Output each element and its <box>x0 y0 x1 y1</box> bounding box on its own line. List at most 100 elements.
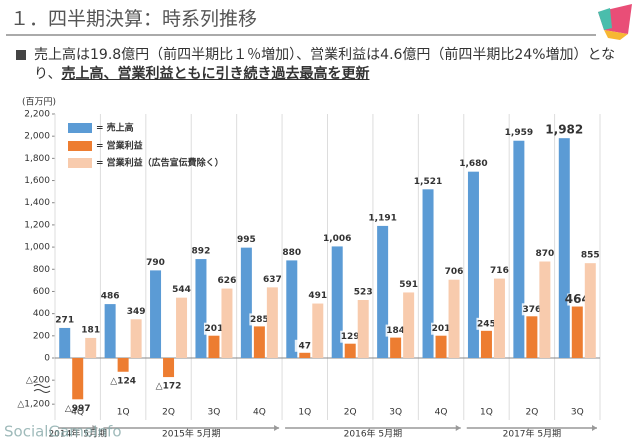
x-tick-label: 3Q <box>208 408 221 418</box>
bar <box>584 263 596 358</box>
bar <box>403 292 415 358</box>
x-tick-label: 1Q <box>117 408 130 418</box>
value-label: 855 <box>581 251 600 261</box>
value-label: 892 <box>192 247 211 257</box>
bar <box>539 261 551 358</box>
bar <box>448 279 460 358</box>
value-label: 626 <box>218 276 237 286</box>
x-tick-label: 1Q <box>298 408 311 418</box>
bar <box>331 246 343 358</box>
value-label: 47 <box>299 341 312 351</box>
bar <box>240 247 252 358</box>
bar <box>467 171 479 358</box>
legend-swatch <box>68 123 92 133</box>
bar <box>480 330 492 358</box>
value-label: 706 <box>445 267 464 277</box>
legend-label: = 営業利益 <box>96 140 143 152</box>
bar <box>357 299 369 358</box>
bar <box>117 358 129 372</box>
label-bg <box>340 330 361 343</box>
bar <box>571 306 583 358</box>
value-label: 464 <box>565 292 590 306</box>
value-label: 181 <box>81 325 100 335</box>
period-arrowhead <box>274 425 280 431</box>
bar <box>526 316 538 358</box>
bullet: 売上高は19.8億円（前四半期比１％増加）、営業利益は4.6億円（前四半期比24… <box>16 46 634 84</box>
value-label: 285 <box>250 315 269 325</box>
legend-swatch <box>68 141 92 151</box>
label-bg <box>521 303 542 316</box>
x-tick-label: 4Q <box>253 408 266 418</box>
value-label: 1,006 <box>323 234 351 244</box>
value-label: 245 <box>477 319 496 329</box>
logo <box>598 4 632 40</box>
label-bg <box>476 317 497 330</box>
value-label: 201 <box>432 324 451 334</box>
bar <box>377 225 389 358</box>
y-tick-label: △1,200 <box>17 400 50 410</box>
y-tick-label: 1,000 <box>24 243 50 253</box>
y-tick-label: 2,200 <box>24 110 50 120</box>
y-tick-label: 1,600 <box>24 176 50 186</box>
value-label: 544 <box>172 285 191 295</box>
bar <box>558 138 570 358</box>
value-label: 870 <box>535 249 554 259</box>
bullet-text: 売上高は19.8億円（前四半期比１％増加）、営業利益は4.6億円（前四半期比24… <box>34 47 616 82</box>
y-tick-label: 1,200 <box>24 220 50 230</box>
bar <box>422 189 434 358</box>
y-tick-label: 2,000 <box>24 132 50 142</box>
bar <box>513 140 525 358</box>
bar <box>435 335 447 358</box>
label-bg <box>203 322 224 335</box>
bar <box>299 352 311 358</box>
value-label: △997 <box>65 404 91 414</box>
value-label: 716 <box>490 266 509 276</box>
y-tick-label: 800 <box>33 265 50 275</box>
bar <box>493 278 505 358</box>
x-tick-label: 4Q <box>71 408 84 418</box>
y-tick-label: 600 <box>33 287 50 297</box>
x-tick-label: 3Q <box>571 408 584 418</box>
value-label: 201 <box>205 324 224 334</box>
value-label: 1,521 <box>414 177 442 187</box>
bar <box>104 304 116 358</box>
x-tick-label: 2Q <box>162 408 175 418</box>
value-label: △172 <box>156 382 182 392</box>
bar <box>286 260 298 358</box>
x-tick-label: 4Q <box>435 408 448 418</box>
value-label: 486 <box>101 292 120 302</box>
y-tick-label: 1,800 <box>24 154 50 164</box>
bar <box>176 297 188 358</box>
period-label: 2015年 5月期 <box>162 428 221 440</box>
bar <box>59 327 71 358</box>
period-label: 2014年 5月期 <box>48 428 107 440</box>
period-label: 2016年 5月期 <box>344 428 403 440</box>
bar <box>163 358 175 378</box>
period-arrowhead <box>592 425 597 431</box>
bar <box>72 358 84 400</box>
value-label: 376 <box>522 305 541 315</box>
bar <box>312 303 324 358</box>
value-label: △124 <box>110 376 136 386</box>
value-label: 880 <box>282 248 301 258</box>
label-bg <box>294 339 315 352</box>
bullet-emphasis: 売上高、営業利益ともに引き続き過去最高を更新 <box>61 66 370 82</box>
legend-label: = 売上高 <box>96 122 134 134</box>
bar <box>390 337 402 358</box>
y-unit: (百万円) <box>22 97 56 108</box>
axis-break <box>33 384 51 393</box>
y-tick-label: 1,400 <box>24 198 50 208</box>
title-rule <box>6 34 596 36</box>
period-arrowhead <box>455 425 461 431</box>
x-tick-label: 2Q <box>344 408 357 418</box>
period-arrowhead <box>92 425 98 431</box>
bar <box>253 326 265 358</box>
bar <box>85 337 97 358</box>
x-tick-label: 1Q <box>480 408 493 418</box>
watermark: SocialGameInfo <box>4 423 122 441</box>
y-tick-label: 400 <box>33 309 50 319</box>
x-tick-label: 2Q <box>525 408 538 418</box>
value-label: 1,959 <box>505 128 533 138</box>
y-tick-label: 0 <box>44 354 50 364</box>
